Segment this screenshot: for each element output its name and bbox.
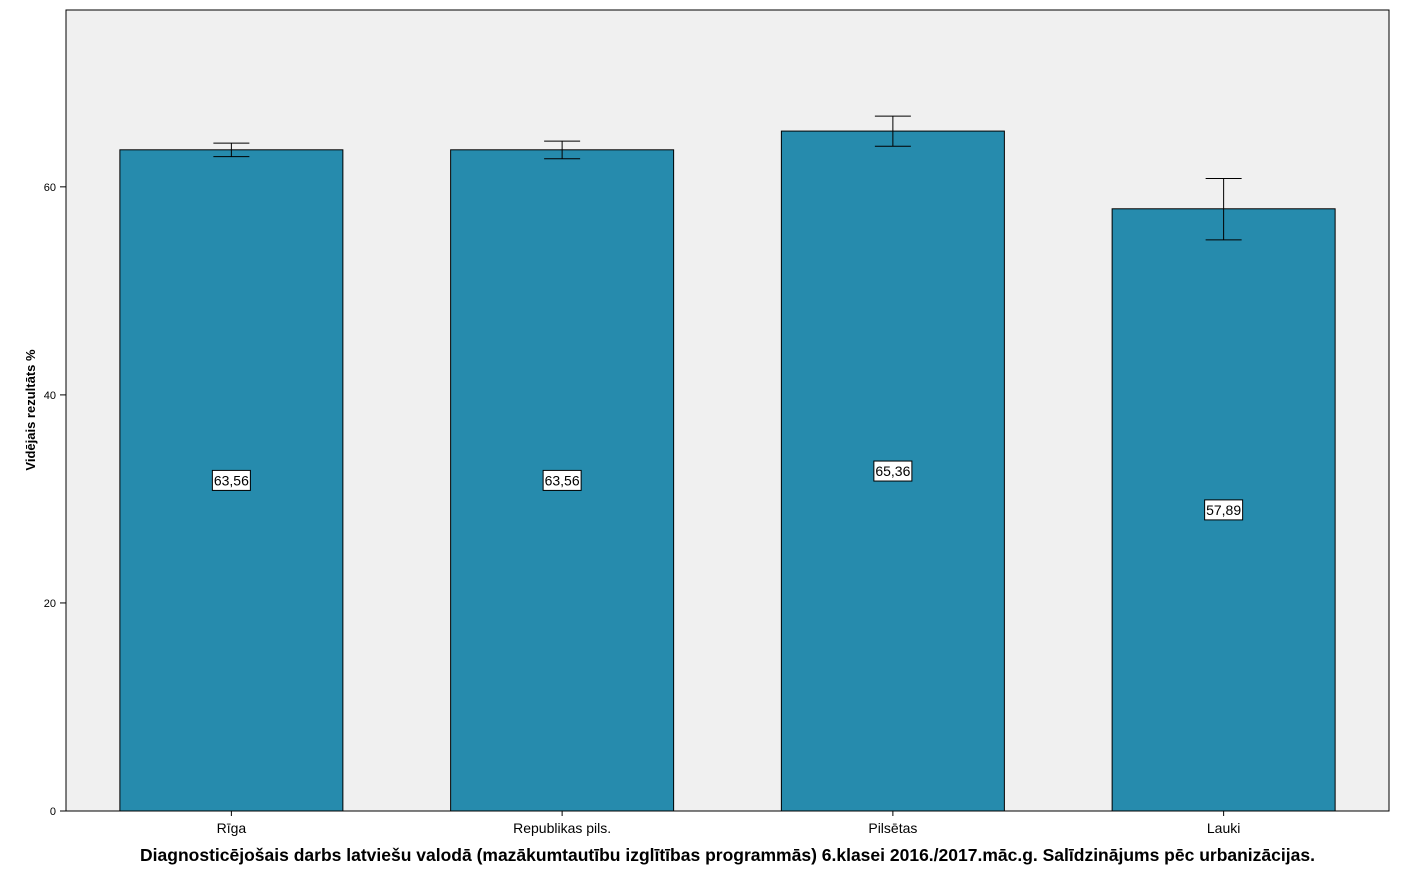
data-label-box-2	[873, 460, 913, 482]
data-label-0: 63,56	[214, 472, 249, 488]
x-tick-label-2: Pilsētas	[868, 820, 917, 836]
data-label-3: 57,89	[1206, 502, 1241, 518]
y-tick-label-0: 0	[50, 806, 56, 818]
y-axis-label: Vidējais rezultāts %	[23, 349, 38, 471]
y-tick-label-3: 60	[44, 182, 56, 194]
axis-layer: Rīga Republikas pils. Pilsētas Lauki 0 20 40 60	[44, 182, 1241, 836]
y-tick-label-1: 20	[44, 598, 56, 610]
x-tick-label-1: Republikas pils.	[513, 820, 611, 836]
data-label-box-1	[542, 469, 582, 491]
data-label-2: 65,36	[875, 463, 910, 479]
chart-title: Diagnosticējošais darbs latviešu valodā …	[140, 845, 1315, 865]
y-tick-label-2: 40	[44, 390, 56, 402]
bars-layer: 63,56 63,56 65,36 57,89	[119, 115, 1336, 812]
data-label-box-3	[1204, 499, 1244, 521]
x-tick-label-0: Rīga	[217, 820, 247, 836]
data-label-box-0	[211, 469, 251, 491]
x-tick-label-3: Lauki	[1207, 820, 1240, 836]
data-label-1: 63,56	[545, 472, 580, 488]
